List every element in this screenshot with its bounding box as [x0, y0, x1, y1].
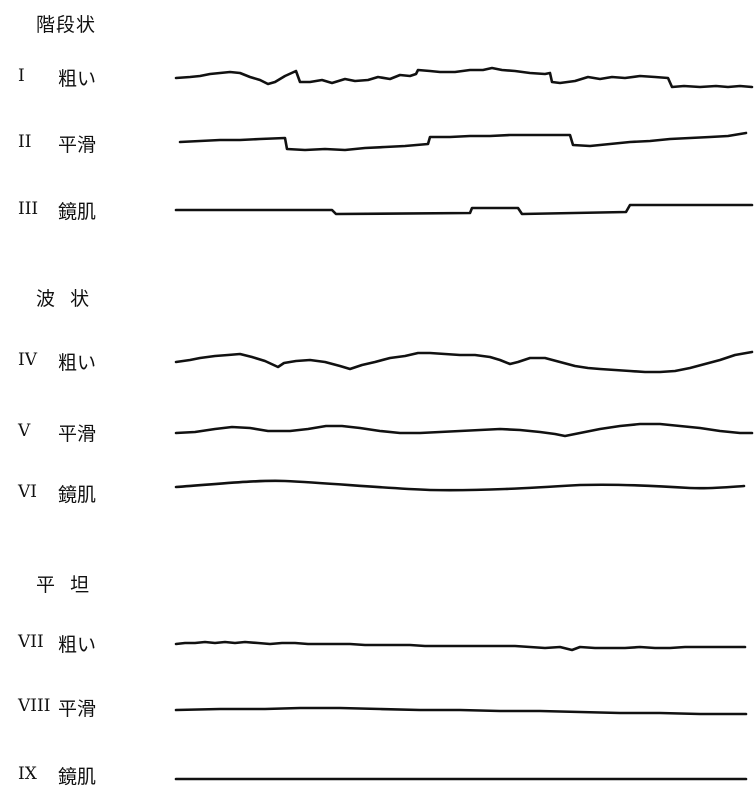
profile-stepped-mirror: [174, 203, 754, 216]
row-label-4: 粗い: [58, 352, 97, 374]
row-label-3: 鏡肌: [58, 201, 97, 223]
profile-stepped-rough: [174, 66, 754, 89]
row-numeral-4: IV: [18, 350, 37, 370]
row-numeral-9: IX: [18, 764, 37, 784]
row-numeral-6: VI: [18, 482, 37, 502]
profile-stepped-smooth: [178, 131, 748, 152]
row-numeral-8: VIII: [18, 696, 51, 716]
heading-wavy: 波 状: [36, 288, 91, 310]
profile-wavy-rough: [174, 350, 754, 374]
row-numeral-7: VII: [18, 632, 44, 652]
row-label-9: 鏡肌: [58, 766, 97, 788]
heading-stepped: 階段状: [36, 14, 97, 36]
profile-flat-rough: [174, 640, 747, 652]
row-label-6: 鏡肌: [58, 484, 97, 506]
heading-flat: 平 坦: [36, 574, 91, 596]
row-numeral-3: III: [18, 199, 39, 219]
profile-wavy-smooth: [174, 422, 754, 438]
profile-wavy-mirror: [174, 479, 746, 492]
row-label-2: 平滑: [58, 134, 97, 156]
profile-flat-smooth: [174, 706, 748, 716]
row-label-1: 粗い: [58, 68, 97, 90]
row-label-5: 平滑: [58, 423, 97, 445]
row-numeral-1: I: [18, 66, 25, 86]
row-numeral-2: II: [18, 132, 32, 152]
row-numeral-5: V: [18, 421, 31, 441]
row-label-8: 平滑: [58, 698, 97, 720]
row-label-7: 粗い: [58, 634, 97, 656]
